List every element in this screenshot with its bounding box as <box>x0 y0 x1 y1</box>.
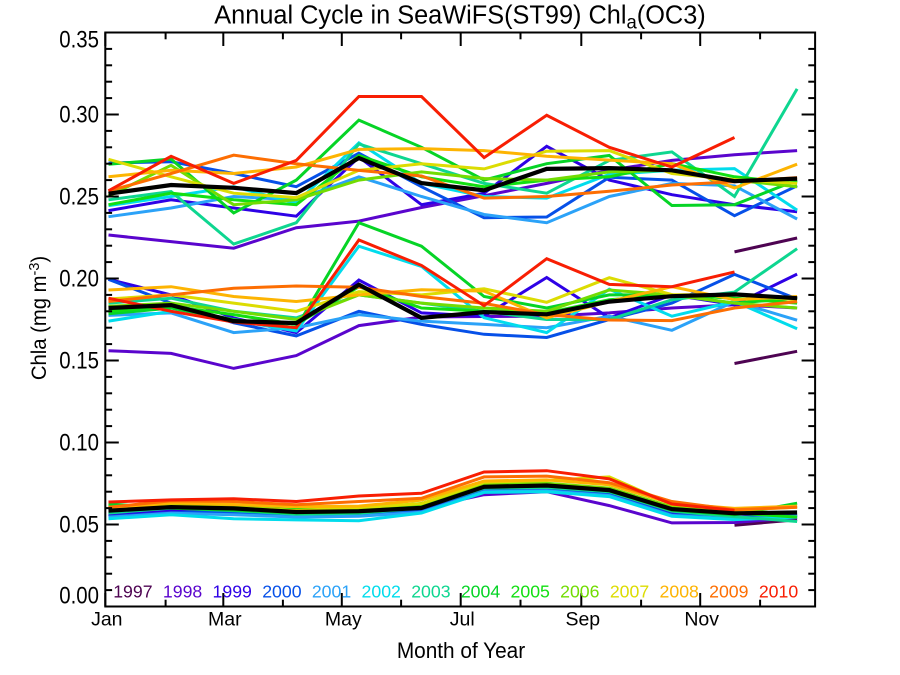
svg-text:2009: 2009 <box>709 581 748 601</box>
svg-text:2005: 2005 <box>511 581 551 601</box>
svg-text:Nov: Nov <box>684 608 719 630</box>
svg-text:1997: 1997 <box>113 581 152 601</box>
svg-text:1999: 1999 <box>213 581 252 601</box>
svg-text:Jan: Jan <box>91 608 122 630</box>
svg-text:2006: 2006 <box>560 581 600 601</box>
svg-text:Mar: Mar <box>208 608 242 630</box>
svg-text:2004: 2004 <box>461 581 501 601</box>
svg-text:0.10: 0.10 <box>59 429 99 456</box>
svg-text:2001: 2001 <box>312 581 351 601</box>
svg-text:Jul: Jul <box>450 608 475 630</box>
svg-text:2003: 2003 <box>411 581 451 601</box>
svg-text:2000: 2000 <box>262 581 302 601</box>
svg-text:0.30: 0.30 <box>59 101 99 128</box>
svg-text:0.00: 0.00 <box>59 582 99 609</box>
svg-text:2008: 2008 <box>660 581 700 601</box>
svg-text:0.25: 0.25 <box>59 183 99 210</box>
svg-text:0.20: 0.20 <box>59 265 99 292</box>
svg-text:May: May <box>325 608 362 630</box>
svg-text:0.05: 0.05 <box>59 511 99 538</box>
svg-text:0.35: 0.35 <box>59 26 99 53</box>
svg-text:Chla (mg m-3): Chla (mg m-3) <box>27 256 51 380</box>
svg-text:Annual Cycle in SeaWiFS(ST99): Annual Cycle in SeaWiFS(ST99) Chla(OC3) <box>214 1 705 32</box>
svg-text:Sep: Sep <box>565 608 600 630</box>
svg-text:1998: 1998 <box>163 581 203 601</box>
svg-text:2002: 2002 <box>362 581 401 601</box>
svg-text:0.15: 0.15 <box>59 347 99 374</box>
svg-text:Month of Year: Month of Year <box>397 637 525 663</box>
svg-text:2007: 2007 <box>610 581 649 601</box>
svg-text:2010: 2010 <box>759 581 799 601</box>
